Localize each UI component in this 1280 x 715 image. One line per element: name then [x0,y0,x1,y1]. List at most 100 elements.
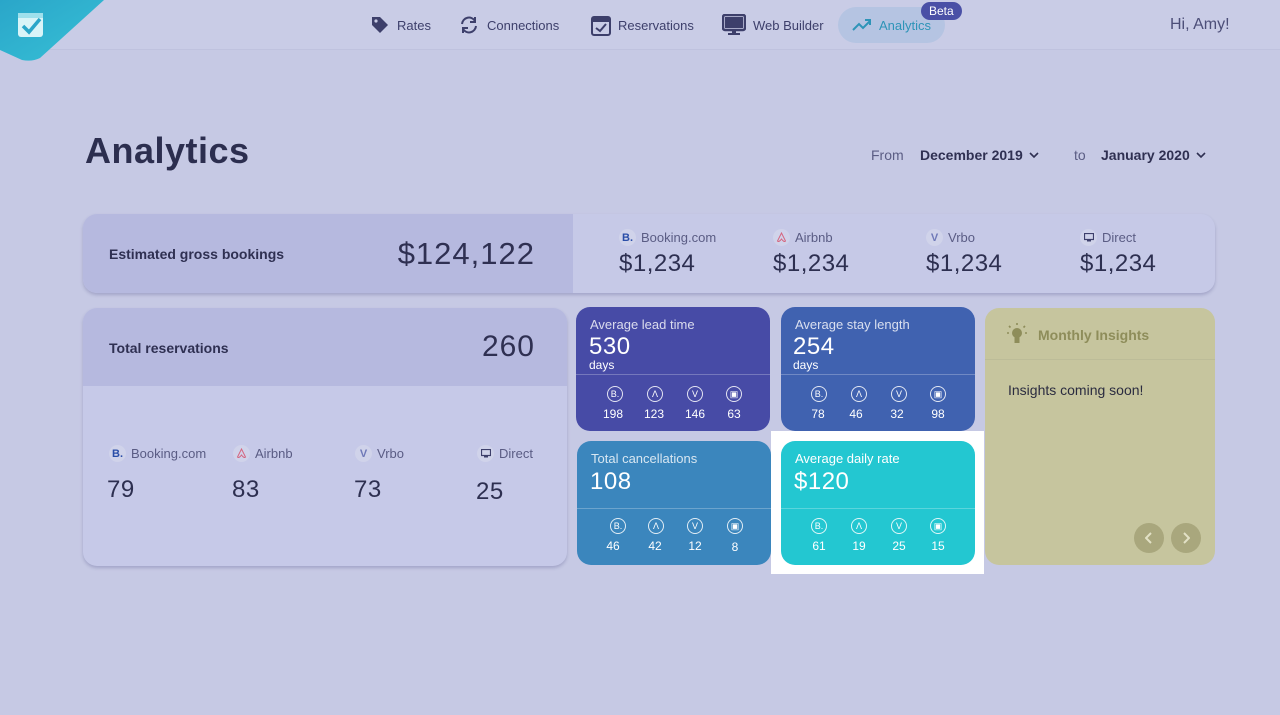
cancellations-value: 108 [590,468,632,495]
airbnb-icon: Λ [648,518,664,534]
res-channel-airbnb-value: 83 [232,476,260,503]
booking-icon: B. [619,229,636,246]
monthly-insights-panel: Monthly Insights Insights coming soon! [985,308,1215,565]
divider [781,374,975,375]
chevron-left-icon [1145,532,1152,544]
nav-web-builder[interactable]: Web Builder [722,7,824,43]
divider [577,508,771,509]
insights-next-button[interactable] [1171,523,1201,553]
calendar-check-icon [591,16,611,36]
nav-connections[interactable]: Connections [458,7,559,43]
sync-icon [461,16,477,34]
cancellations-card[interactable]: Total cancellations 108 B. Λ V ▣ 46 42 1… [577,441,771,565]
lead-time-card[interactable]: Average lead time 530 days B. Λ V ▣ 198 … [576,307,770,431]
nav-connections-label: Connections [487,17,560,33]
tag-icon [372,17,388,33]
lead-time-direct-count: 63 [727,407,741,421]
nav-reservations[interactable]: Reservations [591,7,694,43]
stay-length-unit: days [793,358,819,372]
vrbo-icon: V [891,386,907,402]
vrbo-icon: V [926,229,943,246]
gross-channel-direct-value: $1,234 [1080,250,1157,277]
divider [781,508,975,509]
top-navigation: Rates Connections Reservations Web Build… [0,0,1280,61]
gross-bookings-summary: Estimated gross bookings $124,122 [83,214,573,293]
insights-message: Insights coming soon! [1008,382,1144,398]
total-reservations-label: Total reservations [109,340,229,356]
trend-up-icon [852,19,871,31]
direct-icon: ▣ [726,386,742,402]
to-month-select[interactable]: January 2020 [1101,147,1206,163]
booking-icon: B. [610,518,626,534]
insights-title: Monthly Insights [1038,327,1150,343]
stay-length-airbnb-count: 46 [849,407,863,421]
res-channel-direct-label: Direct [499,446,533,461]
daily-rate-card[interactable]: Average daily rate $120 B. Λ V ▣ 61 19 2… [781,441,975,565]
gross-channel-booking-value: $1,234 [619,250,696,277]
airbnb-icon: Λ [851,386,867,402]
res-channel-vrbo-value: 73 [354,476,382,503]
divider [576,374,770,375]
cancellations-booking-count: 46 [606,539,620,553]
airbnb-icon [233,445,250,462]
booking-icon: B. [607,386,623,402]
insights-prev-button[interactable] [1134,523,1164,553]
res-channel-direct: Direct [477,445,533,462]
vrbo-icon: V [687,518,703,534]
app-logo[interactable] [0,0,104,62]
res-channel-booking: B. Booking.com [109,445,206,462]
from-month-select[interactable]: December 2019 [920,147,1039,163]
lead-time-value: 530 [589,333,631,360]
stay-length-card[interactable]: Average stay length 254 days B. Λ V ▣ 78… [781,307,975,431]
nav-rates-label: Rates [397,17,431,33]
direct-icon [477,445,494,462]
gross-channel-airbnb-label: Airbnb [795,230,833,245]
insights-header: Monthly Insights [985,308,1215,360]
nav-rates[interactable]: Rates [370,7,431,43]
stay-length-vrbo-count: 32 [890,407,904,421]
gross-channel-vrbo-label: Vrbo [948,230,975,245]
gross-channel-vrbo: V Vrbo [926,229,975,246]
total-reservations-summary: Total reservations 260 [83,308,567,386]
direct-icon [1080,229,1097,246]
lead-time-booking-count: 198 [602,407,624,421]
lead-time-title: Average lead time [590,317,695,332]
gross-channel-direct-label: Direct [1102,230,1136,245]
lightbulb-icon [1007,323,1027,343]
res-channel-vrbo: V Vrbo [355,445,404,462]
chevron-down-icon [1196,151,1206,158]
daily-rate-airbnb-count: 19 [852,539,866,553]
daily-rate-vrbo-count: 25 [892,539,906,553]
gross-bookings-value: $124,122 [397,236,535,271]
airbnb-icon [773,229,790,246]
nav-analytics-label: Analytics [879,17,932,33]
vrbo-icon: V [891,518,907,534]
daily-rate-value: $120 [794,468,850,495]
lead-time-vrbo-count: 146 [684,407,706,421]
direct-icon: ▣ [930,518,946,534]
airbnb-icon: Λ [647,386,663,402]
nav-reservations-label: Reservations [618,17,694,33]
res-channel-booking-label: Booking.com [131,446,207,461]
beta-badge: Beta [921,2,962,20]
direct-icon: ▣ [727,518,743,534]
user-greeting[interactable]: Hi, Amy! [1170,16,1230,33]
direct-icon: ▣ [930,386,946,402]
cancellations-direct-count: 8 [731,540,739,554]
airbnb-icon: Λ [851,518,867,534]
daily-rate-title: Average daily rate [795,451,900,466]
gross-bookings-panel: Estimated gross bookings $124,122 B. Boo… [83,214,1215,293]
daily-rate-direct-count: 15 [931,539,945,553]
monitor-icon [722,14,746,35]
stay-length-value: 254 [793,333,835,360]
stay-length-direct-count: 98 [931,407,945,421]
gross-bookings-label: Estimated gross bookings [109,246,285,262]
res-channel-airbnb-label: Airbnb [255,446,293,461]
nav-analytics[interactable]: Analytics [838,7,946,43]
nav-web-builder-label: Web Builder [753,17,824,33]
to-label: to [1074,147,1086,163]
gross-channel-booking: B. Booking.com [619,229,716,246]
chevron-down-icon [1029,151,1039,158]
from-label: From [871,147,904,163]
vrbo-icon: V [355,445,372,462]
